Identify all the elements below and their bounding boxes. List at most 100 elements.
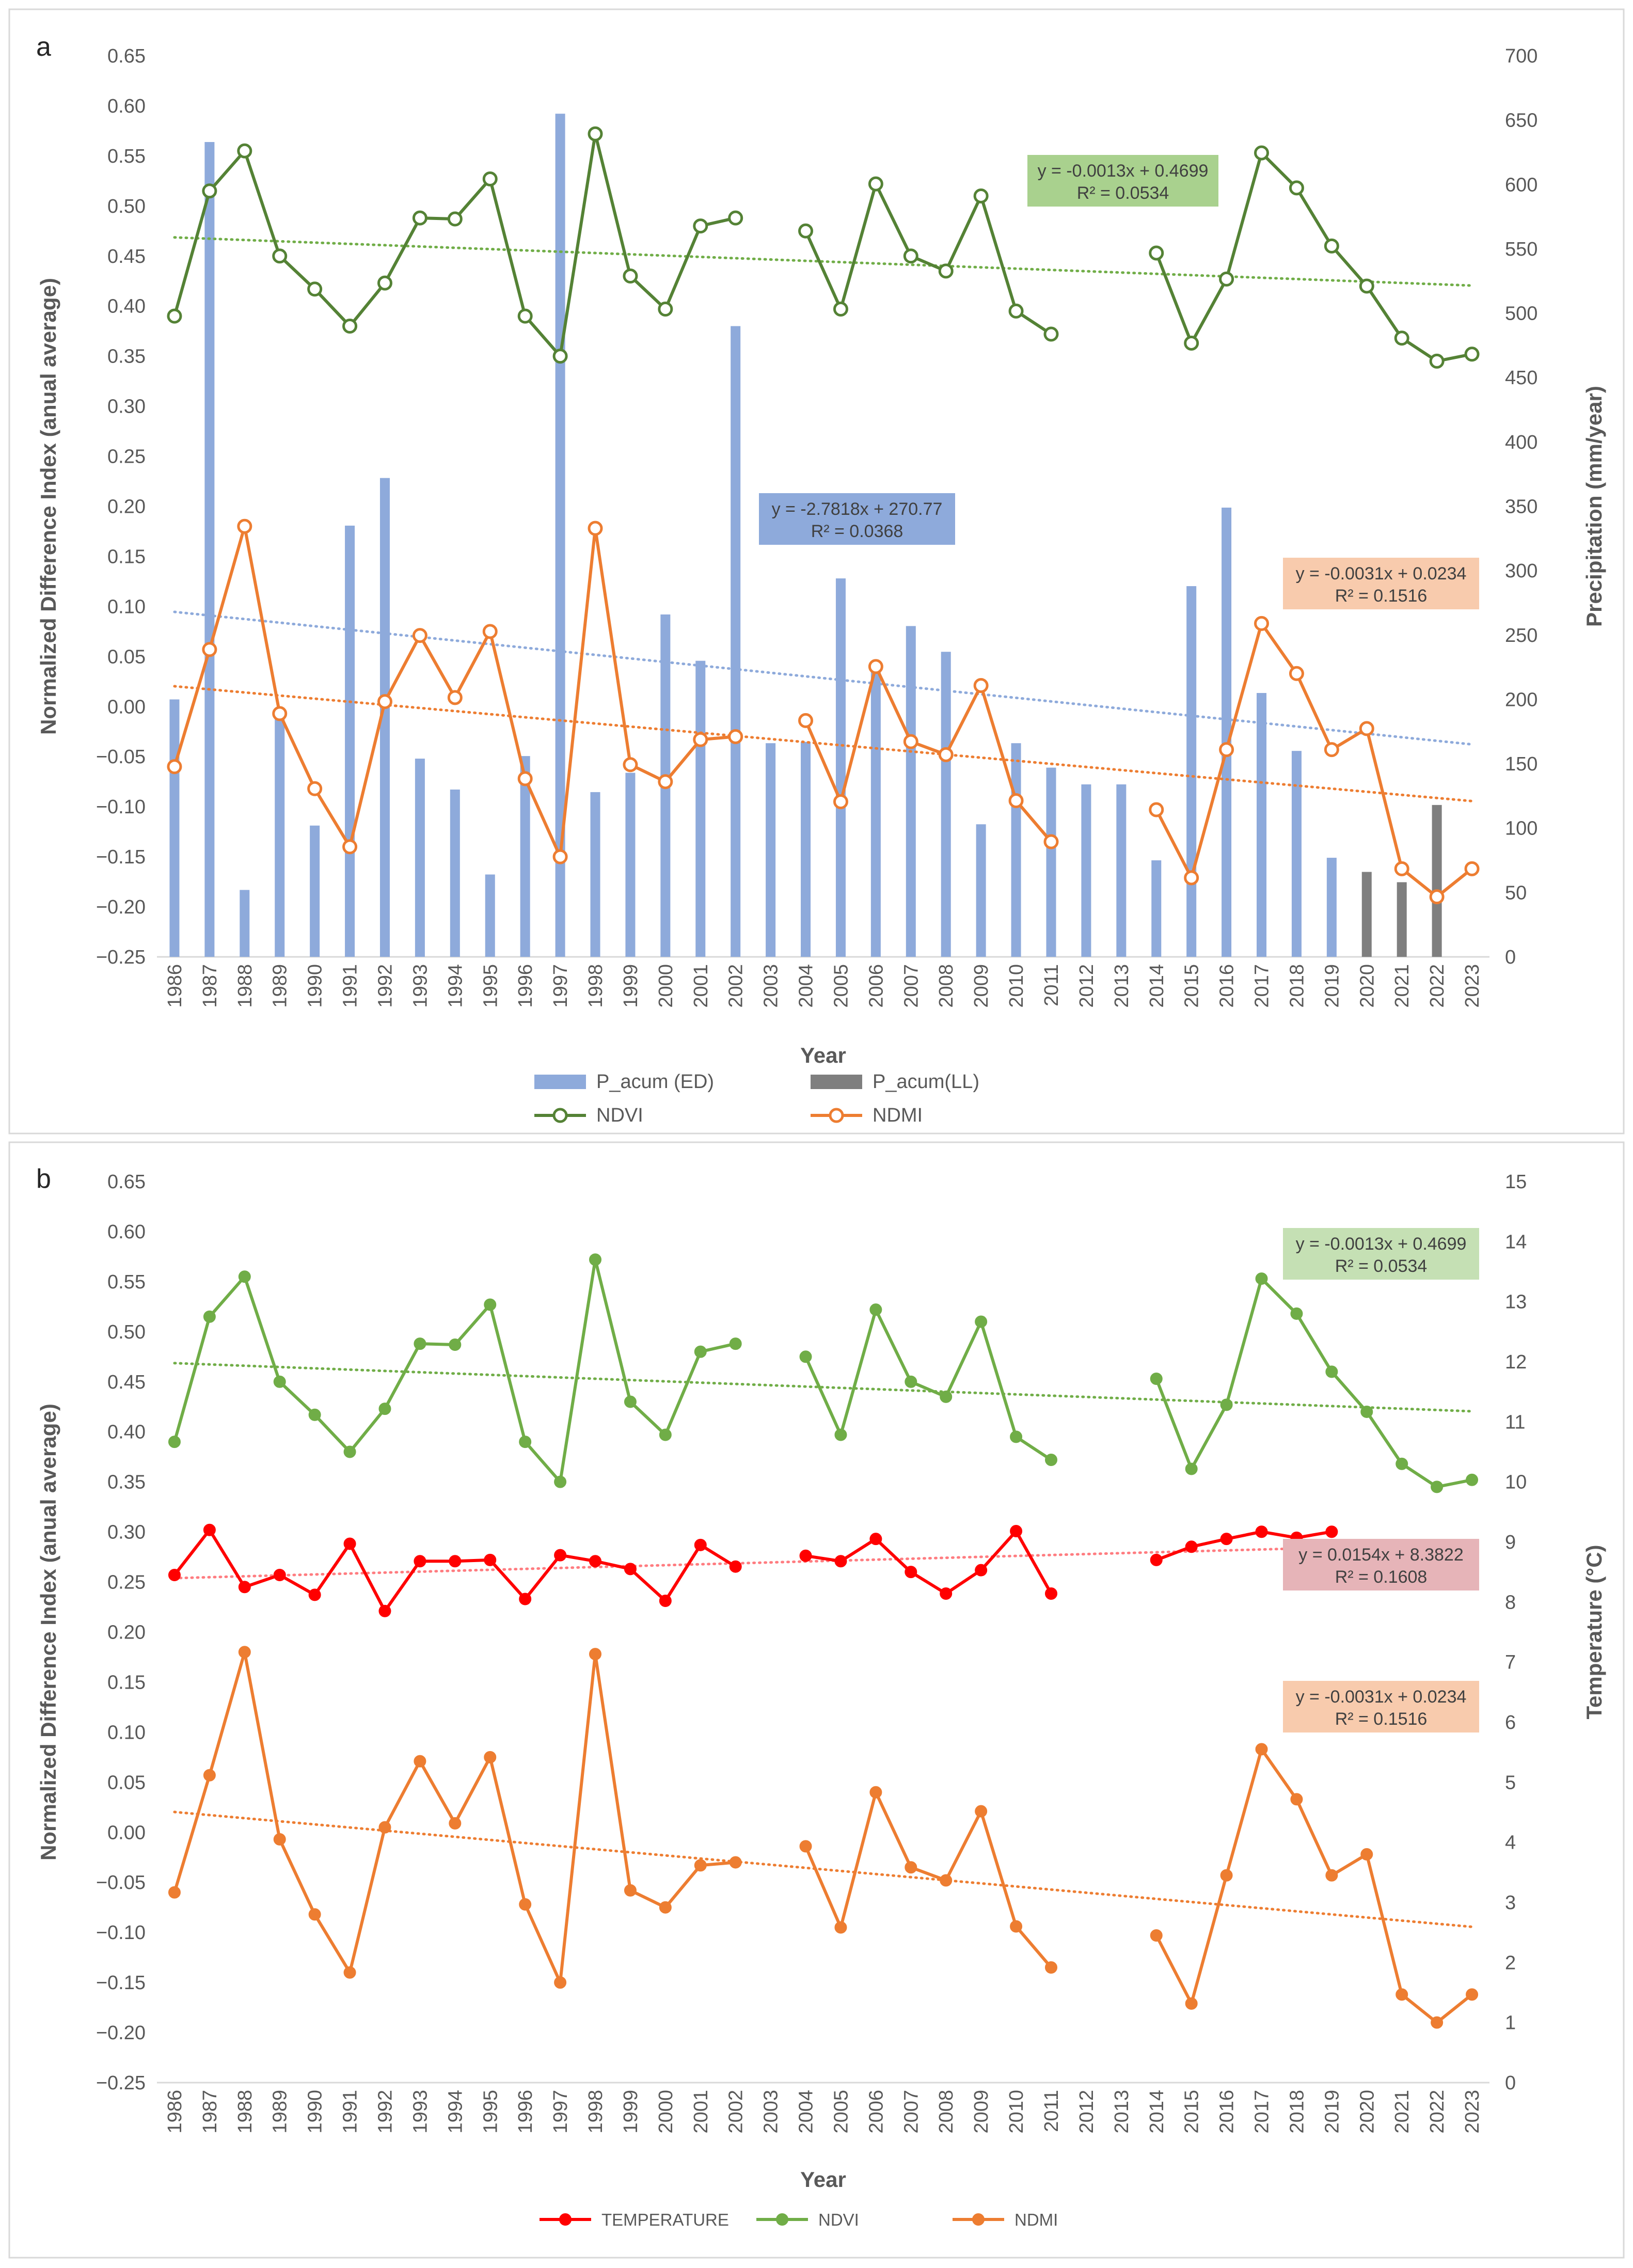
legend-swatch-p-acum-ed [534, 1075, 586, 1089]
bar-p-acum-ed [766, 743, 776, 957]
point-ndvi [905, 1375, 917, 1388]
bar-p-acum-ed [1222, 507, 1232, 957]
y-tick-label: 0.15 [107, 1672, 146, 1693]
x-tick-label: 2004 [796, 964, 817, 1008]
x-tick-label: 2020 [1356, 2090, 1378, 2134]
bar-p-acum-ll [1361, 872, 1372, 957]
y2-tick-label: 200 [1505, 689, 1537, 711]
y-tick-label: 0.50 [107, 196, 146, 217]
point-ndvi [940, 1390, 953, 1403]
y-tick-label: 0.55 [107, 1271, 146, 1293]
point-ndmi [834, 1921, 847, 1934]
y2-tick-label: 14 [1505, 1231, 1527, 1253]
trendline-p-acum-ed [173, 610, 1473, 746]
bar-p-acum-ed [310, 825, 320, 957]
panel-b-letter: b [36, 1164, 51, 1194]
x-tick-label: 1989 [269, 2090, 291, 2134]
legend-label-p-acum-ll: P_acum(LL) [873, 1071, 979, 1093]
point-ndvi [834, 1428, 847, 1441]
bar-p-acum-ed [1011, 743, 1021, 957]
point-ndvi [342, 319, 358, 334]
point-ndvi [694, 1345, 707, 1358]
y2-tick-label: 12 [1505, 1351, 1527, 1373]
point-ndmi [1325, 1869, 1338, 1882]
x-tick-label: 1995 [480, 964, 501, 1008]
y2-tick-label: 4 [1505, 1832, 1516, 1854]
x-tick-label: 2010 [1006, 2090, 1027, 2134]
x-tick-label: 2003 [760, 2090, 782, 2134]
point-ndvi [659, 1428, 672, 1441]
y-tick-label: 0.05 [107, 646, 146, 668]
trend-equation: y = -0.0013x + 0.4699 [1296, 1234, 1467, 1254]
y2-tick-label: 300 [1505, 560, 1537, 582]
bar-p-acum-ed [835, 578, 846, 957]
point-ndvi [1220, 1398, 1233, 1411]
point-ndvi [552, 349, 568, 364]
legend-label-p-acum-ed: P_acum (ED) [596, 1071, 714, 1093]
point-ndmi [869, 1786, 882, 1799]
y2-tick-label: 400 [1505, 432, 1537, 453]
bar-p-acum-ed [204, 142, 215, 957]
x-tick-label: 1993 [409, 2090, 431, 2134]
y-tick-label: −0.15 [96, 846, 146, 868]
x-tick-label: 2013 [1111, 2090, 1133, 2134]
legend-marker-ndvi [552, 1108, 568, 1123]
legend-label-ndmi: NDMI [1014, 2210, 1058, 2229]
point-ndmi [975, 1805, 988, 1818]
point-ndmi [343, 1966, 356, 1979]
x-axis-title: Year [800, 1043, 846, 1067]
point-ndvi [1044, 1454, 1057, 1467]
x-tick-label: 2018 [1286, 2090, 1308, 2134]
y-tick-label: 0.30 [107, 1522, 146, 1544]
point-ndvi [1255, 1272, 1268, 1285]
x-tick-label: 1989 [269, 964, 291, 1008]
point-temperature [1220, 1533, 1233, 1546]
trend-r-squared: R² = 0.0534 [1077, 183, 1169, 203]
x-tick-label: 2007 [900, 2090, 922, 2134]
y2-tick-label: 1 [1505, 2012, 1516, 2034]
point-temperature [940, 1587, 953, 1600]
point-ndmi [799, 1840, 812, 1853]
x-tick-label: 2015 [1181, 964, 1203, 1008]
point-ndmi [202, 642, 217, 657]
y-tick-label: 0.10 [107, 1722, 146, 1743]
point-ndmi [308, 1908, 321, 1921]
bar-p-acum-ed [169, 699, 180, 957]
bar-p-acum-ed [870, 666, 881, 957]
point-temperature [168, 1568, 181, 1581]
y-tick-label: 0.00 [107, 1822, 146, 1844]
point-ndvi [623, 269, 638, 284]
point-ndvi [1464, 346, 1480, 362]
point-ndmi [1394, 861, 1409, 876]
point-ndmi [1466, 1988, 1479, 2001]
point-ndmi [1254, 616, 1270, 631]
bar-p-acum-ed [275, 712, 285, 957]
legend-label-ndvi: NDVI [818, 2210, 859, 2229]
y2-tick-label: 0 [1505, 947, 1516, 968]
x-tick-label: 2013 [1111, 964, 1133, 1008]
point-ndmi [1044, 1961, 1057, 1974]
bar-p-acum-ed [1291, 751, 1302, 957]
point-ndmi [1219, 742, 1234, 758]
point-ndvi [272, 248, 288, 264]
y2-tick-label: 5 [1505, 1772, 1516, 1793]
point-ndvi [203, 1310, 216, 1323]
x-tick-label: 1994 [445, 964, 466, 1008]
point-temperature [203, 1523, 216, 1536]
x-tick-label: 2007 [900, 964, 922, 1008]
x-tick-label: 1992 [374, 2090, 396, 2134]
x-tick-label: 2022 [1426, 2090, 1448, 2134]
point-ndvi [1360, 1405, 1373, 1418]
point-ndmi [1360, 1848, 1373, 1861]
point-ndmi [168, 1886, 181, 1899]
point-ndmi [1150, 1929, 1163, 1942]
y-tick-label: 0.40 [107, 296, 146, 318]
point-ndmi [588, 521, 603, 536]
point-temperature [519, 1593, 532, 1605]
point-ndmi [589, 1648, 602, 1661]
trend-equation: y = -0.0031x + 0.0234 [1296, 1687, 1467, 1707]
x-tick-label: 2005 [830, 964, 852, 1008]
x-tick-label: 2023 [1462, 964, 1483, 1008]
x-tick-label: 2000 [655, 964, 677, 1008]
point-temperature [238, 1581, 251, 1594]
